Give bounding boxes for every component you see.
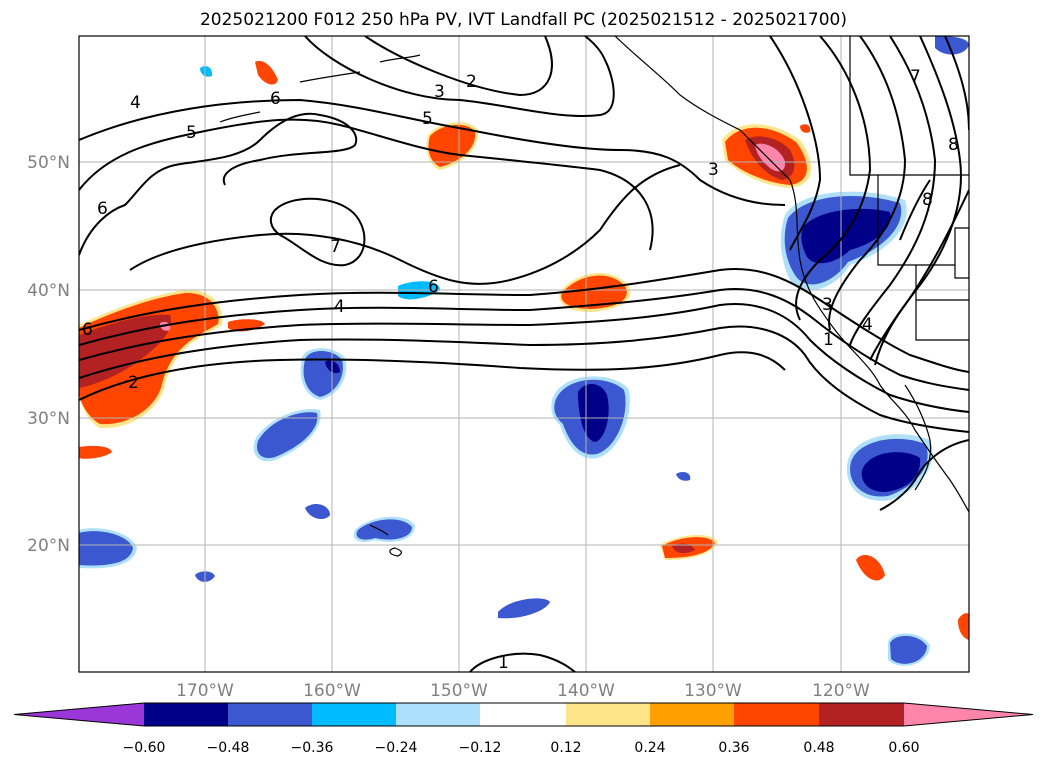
colorbar-tick: −0.48 [207, 740, 250, 756]
colorbar-segment [228, 703, 312, 726]
contour-label: 7 [910, 67, 921, 87]
colorbar-segment [396, 703, 480, 726]
pv-contour-labels: 4 5 6 6 7 4 2 6 3 2 5 3 7 8 8 3 4 1 1 6 [82, 67, 959, 673]
contour-label: 7 [330, 237, 341, 257]
map-title: 2025021200 F012 250 hPa PV, IVT Landfall… [199, 10, 847, 30]
lon-label: 130°W [684, 681, 742, 701]
colorbar-tick: 0.12 [550, 740, 581, 756]
contour-label: 3 [708, 160, 719, 180]
colorbar-segment [144, 703, 228, 726]
contour-label: 1 [498, 653, 509, 673]
plot-background [79, 36, 969, 672]
colorbar-tick: 0.48 [803, 740, 834, 756]
pv-contours [79, 36, 969, 672]
contour-label: 8 [922, 190, 933, 210]
colorbar-tick: 0.60 [888, 740, 919, 756]
colorbar-segment [312, 703, 396, 726]
colorbar-tick: −0.60 [123, 740, 166, 756]
colorbar-segment [480, 703, 566, 726]
latitude-labels: 50°N 40°N 30°N 20°N [27, 153, 70, 556]
contour-label: 1 [823, 330, 834, 350]
contour-label: 3 [822, 295, 833, 315]
lon-label: 140°W [557, 681, 615, 701]
lat-label: 30°N [27, 409, 70, 429]
plot-frame [78, 35, 970, 673]
contour-label: 5 [186, 123, 197, 143]
colorbar-tick: −0.24 [375, 740, 418, 756]
colorbar-extend-low [14, 703, 144, 726]
colorbar-extend-high [904, 703, 1033, 726]
contour-label: 6 [428, 277, 439, 297]
lat-label: 50°N [27, 153, 70, 173]
colorbar-segment [566, 703, 650, 726]
colorbar-segments [13, 702, 1034, 727]
contour-label: 2 [128, 373, 139, 393]
contour-label: 4 [334, 297, 345, 317]
lon-label: 150°W [430, 681, 488, 701]
graticule [79, 36, 969, 672]
contour-label: 5 [422, 109, 433, 129]
colorbar-tick-labels: −0.60 −0.48 −0.36 −0.24 −0.12 0.12 0.24 … [123, 740, 920, 756]
contour-label: 3 [434, 82, 445, 102]
colorbar: −0.60 −0.48 −0.36 −0.24 −0.12 0.12 0.24 … [13, 702, 1034, 756]
colorbar-tick: −0.36 [291, 740, 334, 756]
contour-label: 6 [97, 199, 108, 219]
lon-label: 160°W [303, 681, 361, 701]
contour-label: 2 [466, 72, 477, 92]
contour-label: 6 [82, 320, 93, 340]
contour-label: 8 [948, 135, 959, 155]
colorbar-tick: 0.24 [634, 740, 665, 756]
lon-label: 120°W [812, 681, 870, 701]
contour-label: 4 [862, 315, 873, 335]
contour-label: 6 [270, 89, 281, 109]
colorbar-tick: 0.36 [718, 740, 749, 756]
longitude-labels: 170°W 160°W 150°W 140°W 130°W 120°W [176, 681, 870, 701]
colorbar-segment [819, 703, 904, 726]
contour-label: 4 [130, 93, 141, 113]
colorbar-tick: −0.12 [459, 740, 502, 756]
colorbar-outline [13, 702, 1034, 727]
lat-label: 20°N [27, 536, 70, 556]
lat-label: 40°N [27, 281, 70, 301]
lon-label: 170°W [176, 681, 234, 701]
colorbar-segment [650, 703, 734, 726]
colorbar-segment [734, 703, 819, 726]
